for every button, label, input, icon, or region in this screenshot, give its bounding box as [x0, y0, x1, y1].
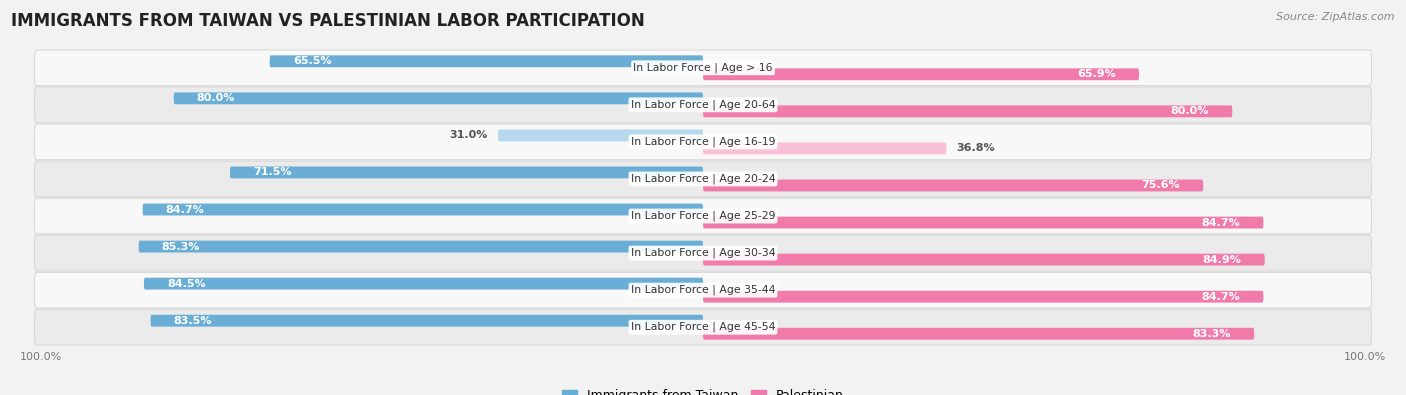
Text: 84.7%: 84.7%	[1202, 292, 1240, 302]
FancyBboxPatch shape	[231, 167, 703, 179]
Text: 84.7%: 84.7%	[1202, 218, 1240, 228]
Text: In Labor Force | Age 16-19: In Labor Force | Age 16-19	[631, 137, 775, 147]
Text: In Labor Force | Age 45-54: In Labor Force | Age 45-54	[631, 322, 775, 333]
Text: 85.3%: 85.3%	[162, 242, 200, 252]
FancyBboxPatch shape	[35, 309, 1371, 345]
FancyBboxPatch shape	[498, 130, 703, 141]
Text: Source: ZipAtlas.com: Source: ZipAtlas.com	[1277, 12, 1395, 22]
Legend: Immigrants from Taiwan, Palestinian: Immigrants from Taiwan, Palestinian	[557, 384, 849, 395]
Text: 71.5%: 71.5%	[253, 167, 291, 177]
FancyBboxPatch shape	[35, 124, 1371, 160]
FancyBboxPatch shape	[35, 235, 1371, 271]
Text: 84.7%: 84.7%	[166, 205, 204, 214]
Text: 65.9%: 65.9%	[1077, 69, 1116, 79]
FancyBboxPatch shape	[270, 55, 703, 67]
FancyBboxPatch shape	[703, 254, 1265, 265]
FancyBboxPatch shape	[703, 105, 1232, 117]
FancyBboxPatch shape	[35, 87, 1371, 122]
Text: 80.0%: 80.0%	[197, 93, 235, 103]
Text: In Labor Force | Age 20-64: In Labor Force | Age 20-64	[631, 100, 775, 110]
Text: 65.5%: 65.5%	[292, 56, 332, 66]
FancyBboxPatch shape	[703, 291, 1264, 303]
FancyBboxPatch shape	[150, 315, 703, 327]
FancyBboxPatch shape	[35, 198, 1371, 234]
Text: In Labor Force | Age 20-24: In Labor Force | Age 20-24	[631, 174, 775, 184]
Text: In Labor Force | Age 35-44: In Labor Force | Age 35-44	[631, 285, 775, 295]
FancyBboxPatch shape	[703, 143, 946, 154]
Text: 31.0%: 31.0%	[450, 130, 488, 140]
Text: 84.5%: 84.5%	[167, 278, 205, 289]
FancyBboxPatch shape	[142, 203, 703, 215]
FancyBboxPatch shape	[703, 328, 1254, 340]
Text: 83.5%: 83.5%	[174, 316, 212, 326]
Text: In Labor Force | Age 25-29: In Labor Force | Age 25-29	[631, 211, 775, 221]
FancyBboxPatch shape	[143, 278, 703, 290]
Text: 36.8%: 36.8%	[956, 143, 995, 153]
FancyBboxPatch shape	[35, 50, 1371, 86]
FancyBboxPatch shape	[703, 216, 1264, 228]
Text: 75.6%: 75.6%	[1142, 181, 1180, 190]
FancyBboxPatch shape	[35, 161, 1371, 197]
Text: IMMIGRANTS FROM TAIWAN VS PALESTINIAN LABOR PARTICIPATION: IMMIGRANTS FROM TAIWAN VS PALESTINIAN LA…	[11, 12, 645, 30]
Text: 83.3%: 83.3%	[1192, 329, 1232, 339]
FancyBboxPatch shape	[139, 241, 703, 252]
FancyBboxPatch shape	[35, 273, 1371, 308]
FancyBboxPatch shape	[703, 180, 1204, 192]
Text: 80.0%: 80.0%	[1171, 106, 1209, 117]
Text: 84.9%: 84.9%	[1202, 255, 1241, 265]
FancyBboxPatch shape	[703, 68, 1139, 80]
Text: In Labor Force | Age 30-34: In Labor Force | Age 30-34	[631, 248, 775, 258]
Text: In Labor Force | Age > 16: In Labor Force | Age > 16	[633, 62, 773, 73]
FancyBboxPatch shape	[174, 92, 703, 104]
